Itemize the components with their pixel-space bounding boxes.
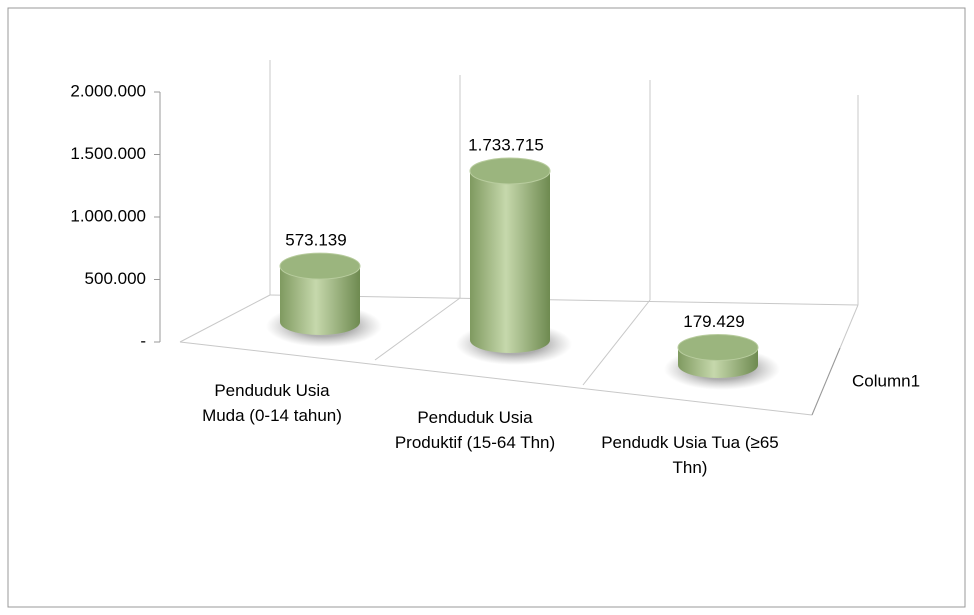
- x-tick-label: Penduduk Usia Produktif (15-64 Thn): [394, 408, 556, 452]
- y-tick-label: 500.000: [85, 269, 146, 288]
- bar-top: [279, 252, 361, 280]
- y-tick-label: 1.500.000: [70, 144, 146, 163]
- series-label: Column1: [852, 371, 920, 390]
- data-label: 179.429: [683, 312, 744, 331]
- bar-top: [469, 157, 551, 185]
- data-label: 1.733.715: [468, 135, 544, 154]
- chart-border: [7, 7, 966, 608]
- x-tick-label: Penduduk Usia Muda (0-14 tahun): [202, 381, 342, 425]
- bar: [280, 266, 360, 335]
- bar-top: [677, 334, 759, 362]
- y-tick-label: 1.000.000: [70, 206, 146, 225]
- depth-axis: [811, 347, 841, 416]
- x-tick-label: Pendudk Usia Tua (≥65 Thn): [601, 433, 779, 477]
- y-tick-label: 2.000.000: [70, 81, 146, 100]
- data-label: 573.139: [285, 231, 346, 250]
- bar: [470, 170, 550, 353]
- y-tick-label: -: [140, 331, 146, 350]
